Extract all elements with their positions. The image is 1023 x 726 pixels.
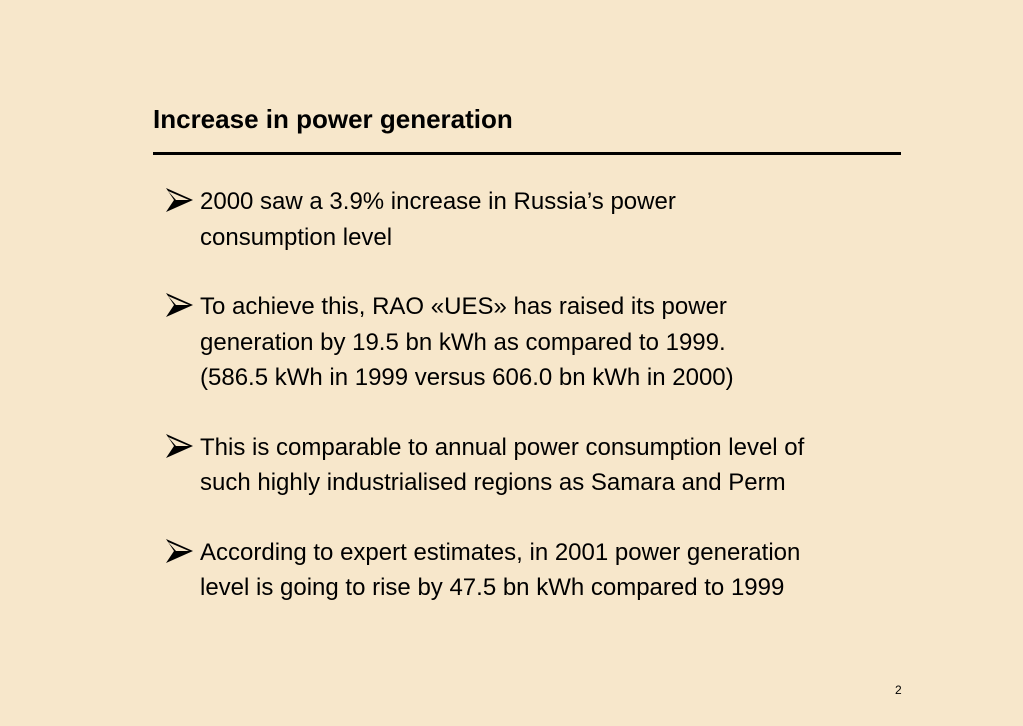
bullet-line: (586.5 kWh in 1999 versus 606.0 bn kWh i… [200, 364, 734, 391]
bullet-line: According to expert estimates, in 2001 p… [200, 538, 801, 566]
bullet-item: To achieve this, RAO «UES» has raised it… [163, 289, 893, 396]
page-number: 2 [895, 683, 902, 697]
slide-title: Increase in power generation [153, 104, 513, 134]
bullet-text: 2000 saw a 3.9% increase in Russia’s pow… [200, 184, 893, 255]
title-divider [153, 152, 901, 155]
bullet-line: level is going to rise by 47.5 bn kWh co… [200, 574, 785, 601]
bullet-line: This is comparable to annual power consu… [200, 433, 805, 461]
bullet-line: To achieve this, RAO «UES» has raised it… [200, 293, 727, 320]
arrow-bullet-icon [166, 538, 193, 563]
bullet-line: such highly industrialised regions as Sa… [200, 469, 786, 496]
bullet-line: generation by 19.5 bn kWh as compared to… [200, 328, 726, 356]
bullet-list: 2000 saw a 3.9% increase in Russia’s pow… [163, 184, 893, 640]
arrow-bullet-icon [166, 433, 193, 458]
bullet-text: This is comparable to annual power consu… [200, 430, 893, 501]
bullet-text: To achieve this, RAO «UES» has raised it… [200, 289, 893, 396]
bullet-item: 2000 saw a 3.9% increase in Russia’s pow… [163, 184, 893, 255]
arrow-bullet-icon [166, 293, 193, 317]
bullet-line: 2000 saw a 3.9% increase in Russia’s pow… [200, 188, 676, 215]
arrow-bullet-icon [166, 188, 193, 212]
bullet-item: This is comparable to annual power consu… [163, 430, 893, 501]
bullet-line: consumption level [200, 223, 393, 251]
bullet-text: According to expert estimates, in 2001 p… [200, 535, 893, 606]
bullet-item: According to expert estimates, in 2001 p… [163, 535, 893, 606]
